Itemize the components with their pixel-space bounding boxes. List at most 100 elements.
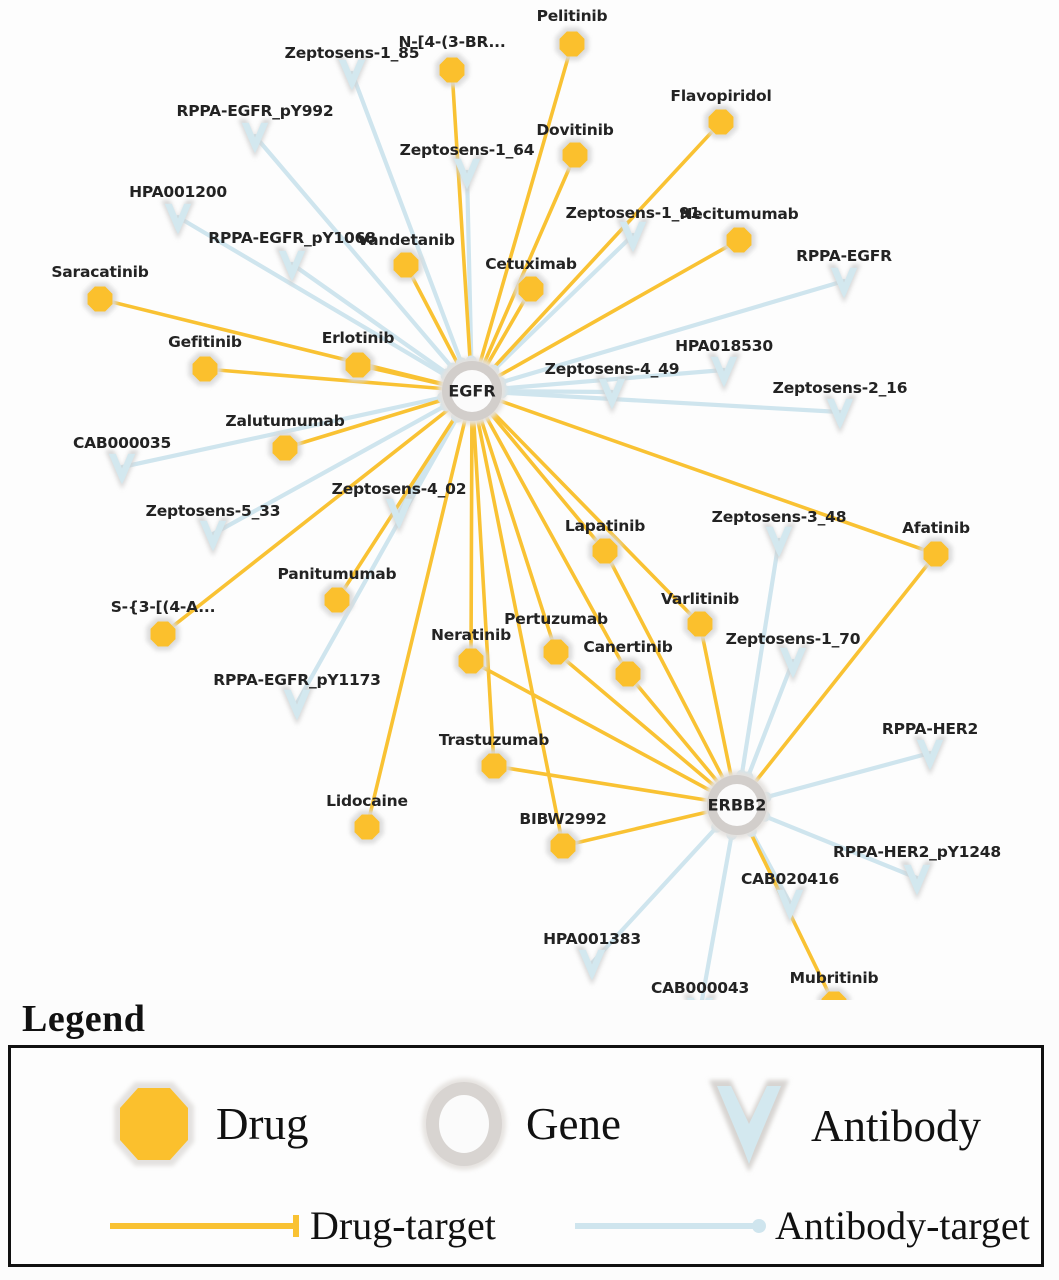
drug-node[interactable] — [588, 534, 622, 568]
drug-node[interactable] — [389, 248, 423, 282]
antibody-node[interactable] — [280, 686, 314, 725]
edge — [603, 549, 739, 807]
edge — [252, 133, 475, 394]
drug-node[interactable] — [146, 617, 180, 651]
drug-node[interactable] — [350, 810, 384, 844]
antibody-node[interactable] — [913, 736, 947, 775]
legend-antibody-entry: Antibody — [701, 1074, 981, 1178]
antibody-node[interactable] — [773, 886, 807, 925]
legend-antibody-target-label: Antibody-target — [775, 1203, 1030, 1248]
edge — [470, 389, 607, 553]
legend-drug-target-entry: Drug-target — [106, 1206, 496, 1246]
drug-node[interactable] — [611, 657, 645, 691]
drug-node[interactable] — [514, 272, 548, 306]
drug-node[interactable] — [919, 537, 953, 571]
edge — [470, 42, 574, 393]
edge — [365, 389, 474, 829]
antibody-node[interactable] — [683, 994, 717, 1000]
edge — [161, 389, 474, 636]
drug-node[interactable] — [558, 138, 592, 172]
legend: Legend Drug Gene Antibody — [0, 995, 1059, 1280]
drug-node[interactable] — [83, 282, 117, 316]
network-svg — [83, 27, 953, 1000]
edge — [470, 389, 938, 556]
edge — [734, 537, 782, 808]
edge — [554, 650, 739, 807]
drug-node[interactable] — [539, 635, 573, 669]
edge — [175, 214, 475, 394]
drug-node[interactable] — [683, 607, 717, 641]
edge — [470, 389, 702, 626]
gene-node-label: ERBB2 — [707, 795, 767, 815]
antibody-icon — [709, 1080, 789, 1172]
edge — [492, 764, 739, 807]
antibody-node[interactable] — [105, 450, 139, 489]
edge — [589, 802, 740, 966]
drug-target-edge-icon — [110, 1215, 299, 1237]
antibody-node[interactable] — [382, 495, 416, 534]
legend-drug-label: Drug — [216, 1098, 309, 1149]
antibody-node[interactable] — [595, 375, 629, 414]
antibody-node[interactable] — [161, 200, 195, 239]
edge — [469, 659, 739, 807]
legend-drug-entry: Drug — [106, 1074, 308, 1174]
drug-node[interactable] — [477, 749, 511, 783]
edge — [349, 70, 475, 394]
edge — [119, 388, 475, 470]
drug-node[interactable] — [704, 105, 738, 139]
gene-icon — [422, 1078, 506, 1170]
edge — [469, 388, 843, 415]
gene-node-label: EGFR — [448, 381, 496, 401]
drug-node[interactable] — [268, 431, 302, 465]
edge — [470, 389, 496, 768]
edge — [470, 389, 565, 848]
gene-node[interactable] — [438, 357, 506, 425]
antibody-node[interactable] — [575, 946, 609, 985]
legend-gene-entry: Gene — [416, 1074, 621, 1174]
legend-box: Drug Gene Antibody Drug-target — [8, 1045, 1044, 1267]
legend-drug-target-label: Drug-target — [310, 1203, 496, 1248]
drug-node[interactable] — [555, 27, 589, 61]
network-canvas: Pelitinib N-[4-(3-BR... Flavopiridol Doviti… — [51, 7, 1002, 1000]
drug-node[interactable] — [320, 583, 354, 617]
drug-node[interactable] — [817, 987, 851, 1000]
drug-node[interactable] — [546, 829, 580, 863]
antibody-target-edge-icon — [575, 1219, 766, 1233]
edge — [470, 389, 558, 654]
antibody-node[interactable] — [275, 247, 309, 286]
edge — [210, 388, 475, 537]
antibody-node[interactable] — [238, 119, 272, 158]
drug-node[interactable] — [341, 348, 375, 382]
edge — [289, 261, 475, 394]
edge — [735, 552, 938, 807]
edge — [469, 389, 474, 663]
antibody-node[interactable] — [823, 395, 857, 434]
legend-title: Legend — [22, 998, 146, 1040]
edge — [469, 278, 847, 394]
legend-antibody-label: Antibody — [811, 1100, 982, 1151]
antibody-node[interactable] — [335, 56, 369, 95]
drug-node[interactable] — [722, 223, 756, 257]
antibody-node[interactable] — [776, 644, 810, 683]
legend-gene-label: Gene — [526, 1098, 621, 1149]
antibody-node[interactable] — [196, 517, 230, 556]
edge — [470, 238, 741, 393]
edge — [470, 389, 630, 676]
antibody-node[interactable] — [900, 861, 934, 900]
nodes-layer — [83, 27, 953, 1000]
antibody-node[interactable] — [707, 353, 741, 392]
edge — [450, 68, 474, 393]
antibody-node[interactable] — [616, 218, 650, 257]
antibody-node[interactable] — [827, 264, 861, 303]
edge — [469, 232, 636, 394]
legend-antibody-target-entry: Antibody-target — [571, 1206, 1030, 1246]
gene-node[interactable] — [703, 771, 771, 839]
drug-node[interactable] — [188, 352, 222, 386]
edge — [470, 120, 723, 393]
edge — [294, 388, 475, 706]
edge — [335, 389, 474, 602]
drug-node[interactable] — [454, 644, 488, 678]
antibody-node[interactable] — [762, 523, 796, 562]
antibody-node[interactable] — [450, 155, 484, 194]
drug-node[interactable] — [435, 53, 469, 87]
